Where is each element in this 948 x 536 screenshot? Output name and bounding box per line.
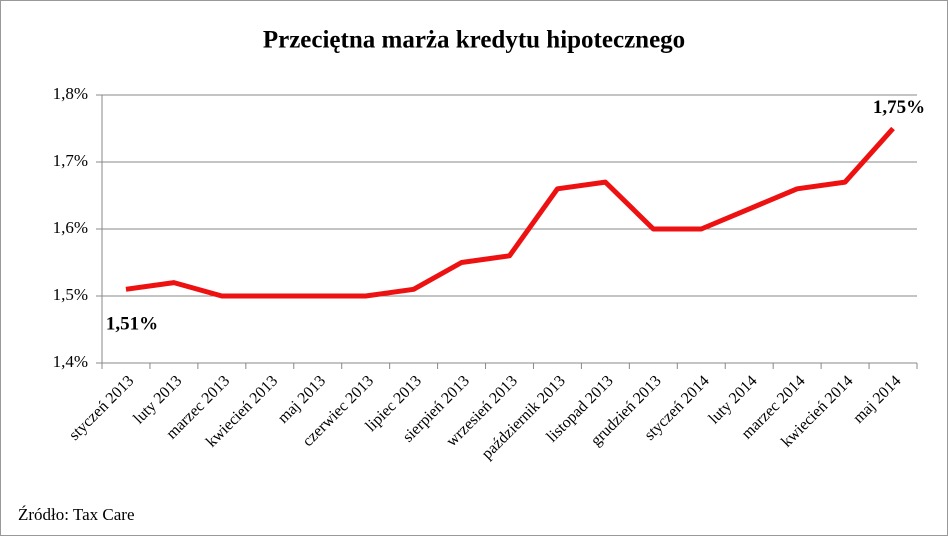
y-tick-label: 1,5% <box>53 285 88 304</box>
y-tick-label: 1,7% <box>53 151 88 170</box>
data-line <box>125 126 895 299</box>
data-label: 1,51% <box>106 314 158 335</box>
data-label: 1,75% <box>873 97 925 118</box>
y-tick-label: 1,8% <box>53 84 88 103</box>
y-tick-label: 1,4% <box>53 352 88 371</box>
source-note: Źródło: Tax Care <box>18 505 135 524</box>
y-tick-label: 1,6% <box>53 218 88 237</box>
chart-title: Przeciętna marża kredytu hipotecznego <box>263 27 685 54</box>
